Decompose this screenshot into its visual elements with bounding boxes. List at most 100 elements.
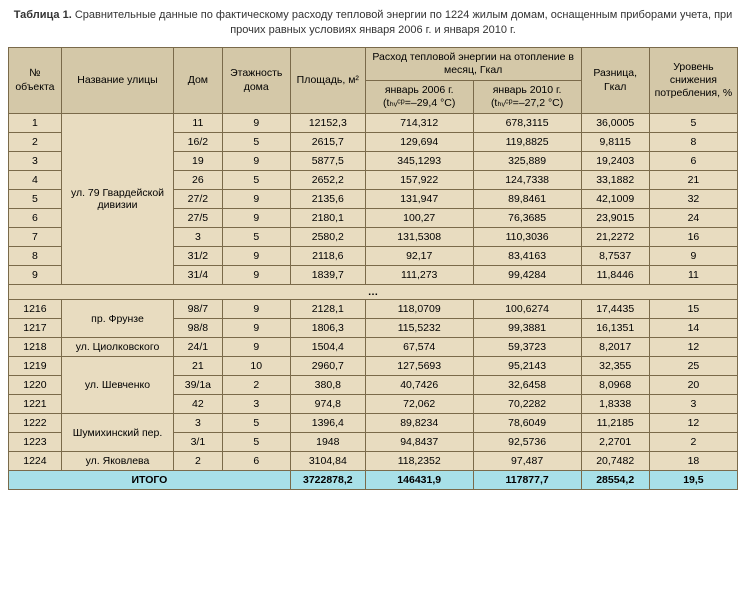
cell: 72,062	[365, 395, 473, 414]
cell: 1948	[290, 433, 365, 452]
cell: 23,9015	[581, 209, 649, 228]
cell: 21	[174, 357, 222, 376]
caption-bold: Таблица 1.	[14, 9, 72, 21]
cell: 8,7537	[581, 247, 649, 266]
hdr-heat-group: Расход тепловой энергии на отопление в м…	[365, 47, 581, 80]
cell: 3	[9, 152, 62, 171]
cell: 28554,2	[581, 471, 649, 490]
cell: 2	[222, 376, 290, 395]
cell: 9	[222, 190, 290, 209]
cell: 8,2017	[581, 338, 649, 357]
cell: 18	[649, 452, 737, 471]
caption-text: Сравнительные данные по фактическому рас…	[72, 9, 733, 36]
cell: 3104,84	[290, 452, 365, 471]
cell: 89,8234	[365, 414, 473, 433]
cell: ул. 79 Гвардейской дивизии	[61, 114, 173, 285]
cell: 16,1351	[581, 319, 649, 338]
cell: 83,4163	[473, 247, 581, 266]
cell: 9	[222, 319, 290, 338]
cell: 124,7338	[473, 171, 581, 190]
hdr-area: Площадь, м²	[290, 47, 365, 114]
cell: 1396,4	[290, 414, 365, 433]
hdr-obj: № объекта	[9, 47, 62, 114]
cell: 5	[222, 433, 290, 452]
cell: 59,3723	[473, 338, 581, 357]
cell: 16	[649, 228, 737, 247]
table-row: 1218ул. Циолковского24/191504,467,57459,…	[9, 338, 738, 357]
cell: 1218	[9, 338, 62, 357]
cell: 9	[222, 266, 290, 285]
cell: 5	[222, 414, 290, 433]
total-row: ИТОГО3722878,2146431,9117877,728554,219,…	[9, 471, 738, 490]
cell: 1	[9, 114, 62, 133]
cell: 2580,2	[290, 228, 365, 247]
cell: 27/5	[174, 209, 222, 228]
cell: 11	[649, 266, 737, 285]
cell: Шумихинский пер.	[61, 414, 173, 452]
data-table: № объекта Название улицы Дом Этажность д…	[8, 47, 738, 491]
cell: 3	[174, 228, 222, 247]
cell: 131,5308	[365, 228, 473, 247]
cell: 31/2	[174, 247, 222, 266]
cell: 78,6049	[473, 414, 581, 433]
cell: 2652,2	[290, 171, 365, 190]
cell: 1216	[9, 300, 62, 319]
cell: 27/2	[174, 190, 222, 209]
table-row: 1222Шумихинский пер.351396,489,823478,60…	[9, 414, 738, 433]
hdr-diff: Разница, Гкал	[581, 47, 649, 114]
cell: 1504,4	[290, 338, 365, 357]
table-row: 1ул. 79 Гвардейской дивизии11912152,3714…	[9, 114, 738, 133]
cell: 111,273	[365, 266, 473, 285]
cell: 7	[9, 228, 62, 247]
cell: 2118,6	[290, 247, 365, 266]
cell: 19,5	[649, 471, 737, 490]
hdr-jan06: январь 2006 г. (tₕᵥᶜᵖ=–29,4 °C)	[365, 81, 473, 114]
cell: 119,8825	[473, 133, 581, 152]
cell: ул. Шевченко	[61, 357, 173, 414]
cell: 24/1	[174, 338, 222, 357]
cell: 70,2282	[473, 395, 581, 414]
cell: 9,8115	[581, 133, 649, 152]
cell: 94,8437	[365, 433, 473, 452]
cell: 3	[649, 395, 737, 414]
cell: 99,3881	[473, 319, 581, 338]
cell: 42	[174, 395, 222, 414]
cell: 39/1а	[174, 376, 222, 395]
cell: 6	[222, 452, 290, 471]
cell: 33,1882	[581, 171, 649, 190]
hdr-house: Дом	[174, 47, 222, 114]
cell: 14	[649, 319, 737, 338]
cell: 127,5693	[365, 357, 473, 376]
cell: ул. Яковлева	[61, 452, 173, 471]
cell: 1221	[9, 395, 62, 414]
cell: 19	[174, 152, 222, 171]
hdr-floors: Этажность дома	[222, 47, 290, 114]
cell: 146431,9	[365, 471, 473, 490]
cell: 129,694	[365, 133, 473, 152]
table-row: 1216пр. Фрунзе98/792128,1118,0709100,627…	[9, 300, 738, 319]
cell: 21,2272	[581, 228, 649, 247]
cell: 9	[222, 338, 290, 357]
cell: 2135,6	[290, 190, 365, 209]
table-row: 1224ул. Яковлева263104,84118,235297,4872…	[9, 452, 738, 471]
cell: 8	[649, 133, 737, 152]
cell: 9	[222, 209, 290, 228]
cell: 92,5736	[473, 433, 581, 452]
cell: 32	[649, 190, 737, 209]
cell: 1220	[9, 376, 62, 395]
cell: 1219	[9, 357, 62, 376]
cell: 5	[9, 190, 62, 209]
cell: 42,1009	[581, 190, 649, 209]
cell: 10	[222, 357, 290, 376]
cell: 1806,3	[290, 319, 365, 338]
cell: 1223	[9, 433, 62, 452]
cell: 16/2	[174, 133, 222, 152]
cell: 8	[9, 247, 62, 266]
cell: 100,6274	[473, 300, 581, 319]
cell: 8,0968	[581, 376, 649, 395]
cell: 98/8	[174, 319, 222, 338]
cell: 6	[9, 209, 62, 228]
cell: 11,8446	[581, 266, 649, 285]
cell: 92,17	[365, 247, 473, 266]
cell: 11,2185	[581, 414, 649, 433]
